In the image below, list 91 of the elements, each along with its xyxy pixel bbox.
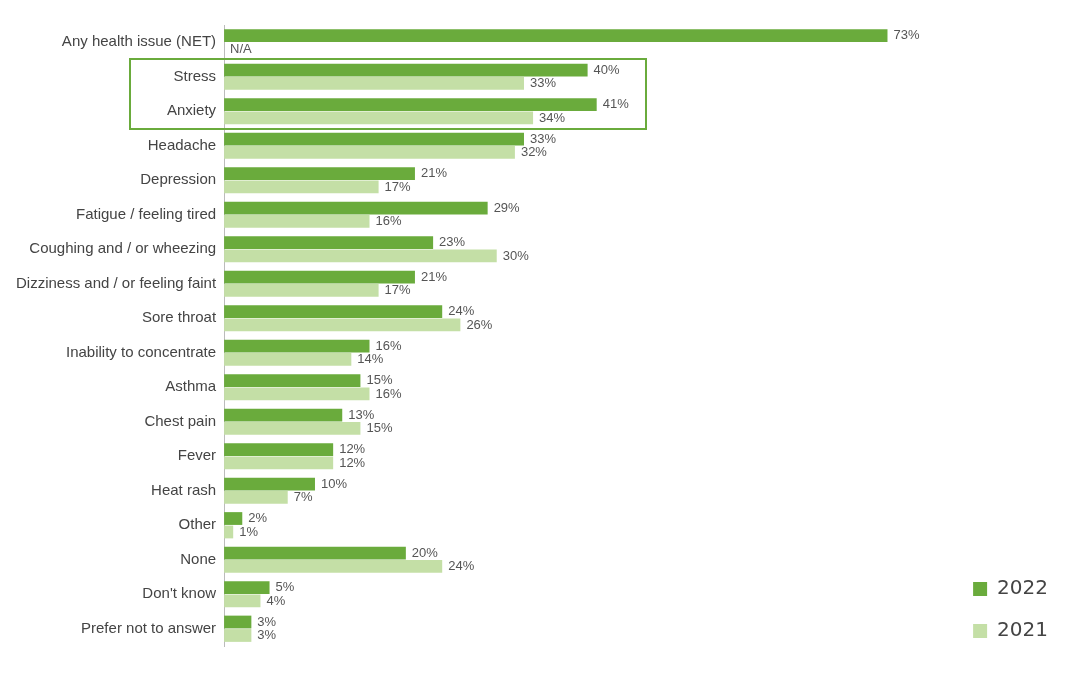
- data-label: 26%: [466, 316, 493, 332]
- data-label: 21%: [420, 165, 448, 181]
- bar: [224, 339, 370, 353]
- y-tick-label: Headache: [147, 135, 217, 153]
- bar: [224, 422, 361, 435]
- bar: [224, 98, 597, 111]
- y-tick-label: Any health issue (NET): [61, 32, 217, 50]
- data-label: 20%: [411, 544, 439, 560]
- y-tick-label: Prefer not to answer: [81, 618, 217, 636]
- bar: [224, 77, 524, 90]
- data-label: 34%: [539, 109, 566, 125]
- data-label: 7%: [293, 489, 313, 505]
- legend-label: 2022: [997, 575, 1049, 600]
- bar: [224, 111, 534, 125]
- data-label: 15%: [366, 372, 393, 388]
- bar: [224, 29, 888, 42]
- data-label: 17%: [384, 282, 412, 298]
- data-label: 24%: [448, 558, 475, 574]
- y-tick-label: Depression: [140, 170, 217, 188]
- bar: [224, 443, 334, 456]
- bar: [224, 456, 334, 470]
- bar: [224, 560, 443, 573]
- bar: [224, 615, 252, 629]
- bar: [224, 512, 243, 525]
- bar: [224, 215, 370, 228]
- data-label: 41%: [602, 96, 630, 112]
- bar: [224, 318, 461, 332]
- bar: [224, 270, 415, 284]
- data-label: 40%: [593, 61, 621, 77]
- y-tick-label: Heat rash: [151, 480, 217, 498]
- bar: [224, 408, 343, 422]
- data-label: 10%: [320, 475, 348, 491]
- bar: [224, 63, 588, 77]
- data-label: 24%: [448, 303, 475, 319]
- data-label: 3%: [257, 627, 277, 643]
- y-tick-label: Fever: [177, 446, 217, 464]
- data-label: 33%: [529, 130, 557, 146]
- data-label: 33%: [529, 75, 557, 91]
- y-tick-label: Coughing and / or wheezing: [29, 239, 217, 257]
- bar: [224, 594, 261, 608]
- data-label: 12%: [339, 454, 366, 470]
- data-label: 17%: [384, 178, 412, 194]
- bar: [224, 201, 488, 215]
- data-label: 73%: [893, 27, 920, 43]
- bar: [224, 581, 270, 594]
- bar: [224, 249, 497, 263]
- y-tick-label: Sore throat: [141, 308, 217, 326]
- data-label: 1%: [239, 523, 259, 539]
- legend-label: 2021: [997, 617, 1049, 642]
- bar: [224, 284, 379, 297]
- bar: [224, 546, 406, 560]
- data-label: 15%: [366, 420, 393, 436]
- data-label: 12%: [339, 441, 366, 457]
- y-tick-label: Dizziness and / or feeling faint: [16, 273, 217, 291]
- data-label: 32%: [520, 144, 548, 160]
- y-tick-label: Don't know: [142, 584, 217, 602]
- bar: [224, 353, 352, 366]
- data-label: 4%: [266, 592, 286, 608]
- data-label: 16%: [375, 385, 402, 401]
- bar: [224, 387, 370, 401]
- bar: [224, 477, 315, 491]
- bar: [224, 146, 515, 159]
- data-label: 23%: [439, 234, 466, 250]
- data-label: 21%: [420, 268, 448, 284]
- data-label: 2%: [248, 510, 268, 526]
- bar: [224, 180, 379, 194]
- bar: [224, 491, 288, 504]
- y-tick-label: Asthma: [165, 377, 217, 395]
- data-label: 3%: [257, 613, 277, 629]
- bar: [224, 236, 434, 249]
- data-label: 13%: [348, 406, 375, 422]
- y-tick-label: Stress: [173, 66, 217, 84]
- y-tick-label: Fatigue / feeling tired: [76, 204, 217, 222]
- bar: [224, 525, 234, 539]
- bar: [224, 629, 252, 642]
- data-label: 14%: [357, 351, 384, 367]
- y-tick-label: Inability to concentrate: [66, 342, 217, 360]
- bar: [224, 132, 524, 146]
- data-label: 29%: [493, 199, 521, 215]
- y-tick-label: None: [180, 549, 217, 567]
- bar: [224, 167, 415, 180]
- y-tick-label: Other: [178, 515, 217, 533]
- bar: [224, 305, 443, 318]
- data-label: 5%: [275, 579, 295, 595]
- y-tick-label: Chest pain: [144, 411, 217, 429]
- data-label: 30%: [502, 247, 530, 263]
- y-tick-label: Anxiety: [166, 101, 217, 119]
- data-label: 16%: [375, 213, 402, 229]
- text: N/A: [230, 40, 252, 56]
- bar: [224, 374, 361, 387]
- data-label: 16%: [375, 337, 402, 353]
